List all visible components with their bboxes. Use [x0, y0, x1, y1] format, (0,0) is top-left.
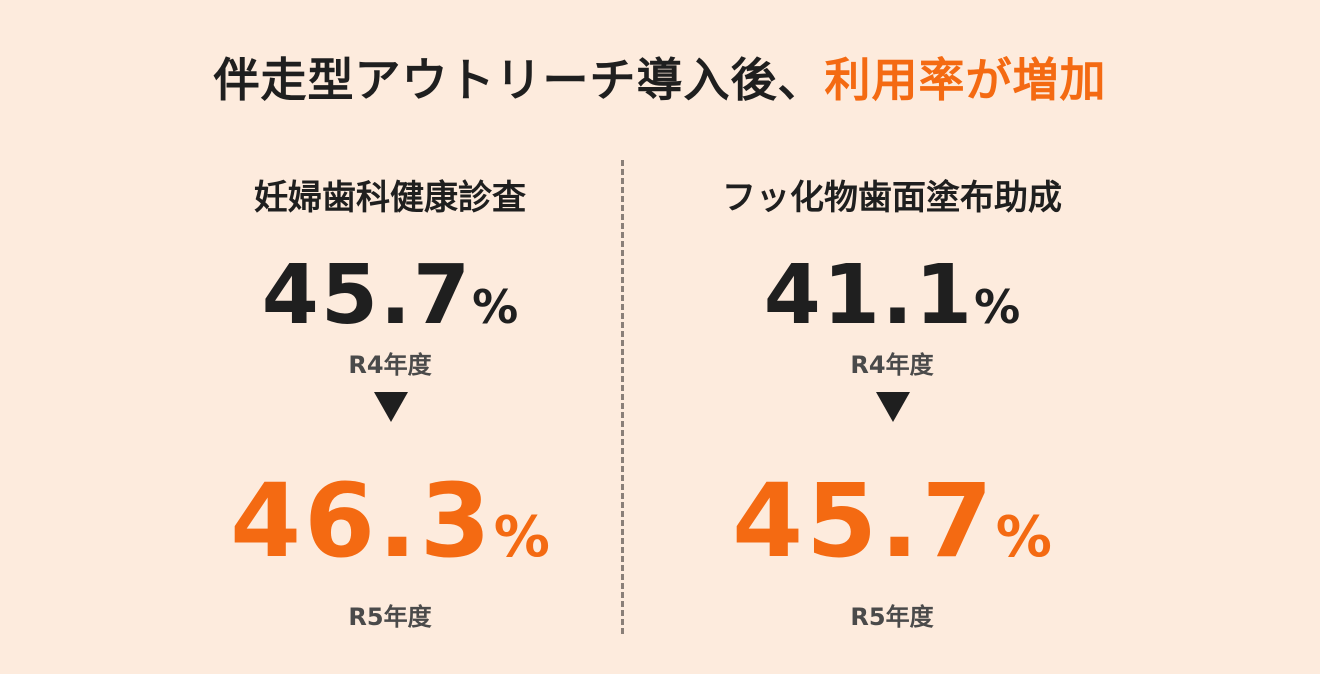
down-triangle-icon [876, 392, 910, 422]
before-year-label: R4年度 [348, 351, 432, 379]
after-rate: 46.3% [110, 462, 670, 581]
stat-column-prenatal-dental: 妊婦歯科健康診査 45.7% R4年度 46.3% R5年度 [110, 0, 670, 674]
after-rate-unit: % [995, 505, 1052, 570]
after-rate-value: 46.3 [230, 462, 494, 581]
after-rate: 45.7% [612, 462, 1172, 581]
column-title: フッ化物歯面塗布助成 [722, 178, 1062, 218]
after-rate-value: 45.7 [732, 462, 996, 581]
stat-column-fluoride: フッ化物歯面塗布助成 41.1% R4年度 45.7% R5年度 [612, 0, 1172, 674]
title-main: 伴走型アウトリーチ導入後、 [213, 53, 825, 107]
down-triangle-icon [374, 392, 408, 422]
column-title: 妊婦歯科健康診査 [254, 178, 526, 218]
before-rate-value: 45.7 [261, 248, 473, 343]
before-rate: 41.1% [612, 248, 1172, 343]
after-year-label: R5年度 [850, 603, 934, 631]
before-rate: 45.7% [110, 248, 670, 343]
before-rate-unit: % [472, 280, 519, 334]
before-rate-value: 41.1 [763, 248, 975, 343]
after-rate-unit: % [493, 505, 550, 570]
before-rate-unit: % [974, 280, 1021, 334]
column-divider [621, 160, 624, 634]
before-year-label: R4年度 [850, 351, 934, 379]
page-title: 伴走型アウトリーチ導入後、利用率が増加 [0, 44, 1320, 110]
after-year-label: R5年度 [348, 603, 432, 631]
title-accent: 利用率が増加 [824, 53, 1107, 107]
